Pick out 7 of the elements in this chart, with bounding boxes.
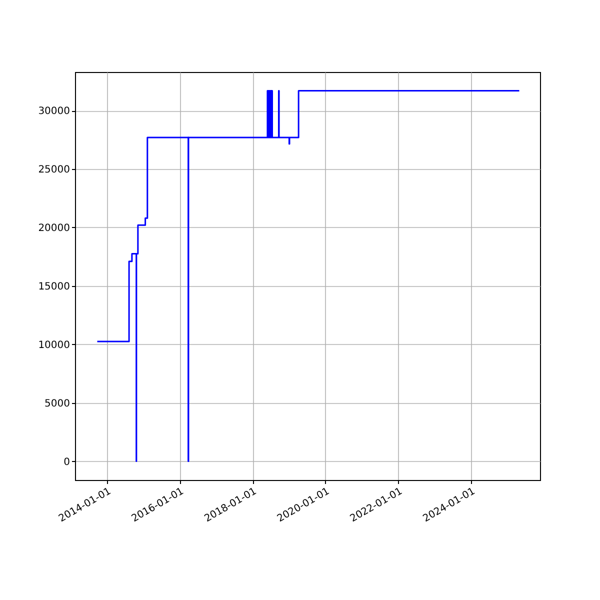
y-tick-label: 30000 <box>38 106 70 118</box>
y-tick-label: 0 <box>64 456 70 468</box>
y-tick-label: 25000 <box>38 164 70 176</box>
y-tick-label: 15000 <box>38 281 70 292</box>
y-tick-label: 10000 <box>38 340 70 351</box>
y-tick-label: 5000 <box>44 398 70 410</box>
y-tick-label: 20000 <box>38 222 70 234</box>
